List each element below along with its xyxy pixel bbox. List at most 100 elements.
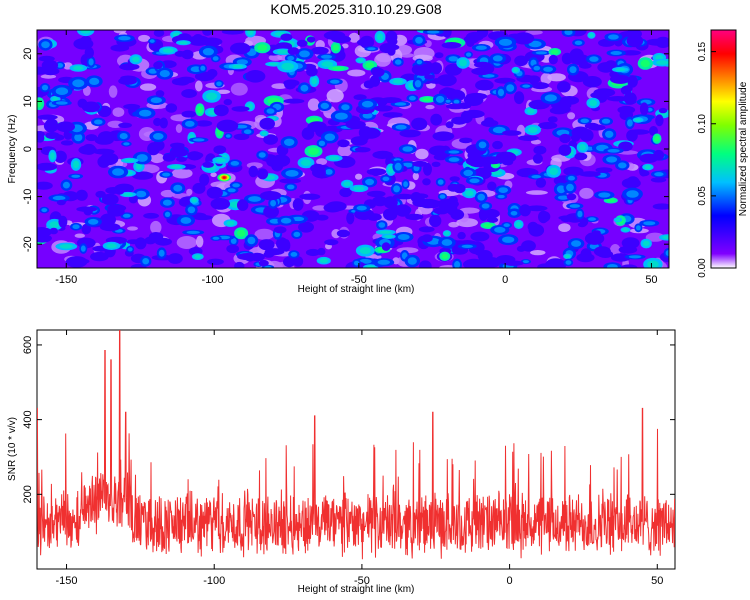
spectrogram-cell bbox=[665, 250, 669, 256]
snr-x-label: Height of straight line (km) bbox=[298, 584, 415, 595]
x-tick-label: 0 bbox=[507, 575, 513, 587]
spectrogram-cell bbox=[515, 221, 522, 228]
spectrogram-cell bbox=[254, 228, 275, 240]
spectrogram-cell bbox=[123, 142, 130, 146]
spectrogram-cell bbox=[40, 74, 57, 79]
spectrogram-cell bbox=[526, 190, 548, 195]
spectrogram-cell bbox=[225, 134, 231, 138]
spectrogram-cell bbox=[463, 169, 474, 177]
colorbar-tick-label: 0.10 bbox=[697, 114, 708, 134]
spectrogram-cell bbox=[415, 36, 423, 44]
spectrogram-cell bbox=[499, 38, 512, 46]
spectrogram-cell bbox=[662, 235, 669, 240]
spectrogram-cell bbox=[382, 44, 400, 51]
spectrogram-cell bbox=[112, 168, 125, 176]
spectrogram-cell bbox=[354, 147, 371, 153]
spectrogram-cell bbox=[276, 49, 290, 54]
spectrogram-cell bbox=[132, 171, 154, 180]
spectrogram-cell bbox=[164, 211, 171, 217]
spectrogram-cell bbox=[548, 54, 558, 65]
spectrogram-cell bbox=[84, 46, 95, 59]
spectrogram-cell bbox=[605, 60, 617, 70]
spectrogram-cell bbox=[622, 228, 629, 232]
spectrogram-cell bbox=[414, 80, 422, 88]
spectrogram-cell bbox=[494, 226, 506, 233]
spectrogram-cell bbox=[626, 34, 644, 48]
spectrogram-cell bbox=[207, 68, 218, 78]
spectrogram-cell bbox=[321, 61, 334, 68]
spectrogram-cell bbox=[636, 225, 641, 231]
spectrogram-cell bbox=[411, 117, 428, 131]
spectrogram-cell bbox=[469, 178, 480, 183]
x-tick-label: 0 bbox=[502, 274, 508, 286]
spectrogram-cell bbox=[257, 168, 269, 180]
spectrogram-cell bbox=[611, 75, 624, 83]
spectrogram-cell bbox=[55, 87, 69, 95]
spectrogram-cell bbox=[37, 131, 45, 138]
spectrogram-cell bbox=[357, 58, 364, 63]
spectrogram-cell bbox=[558, 215, 577, 221]
spectrogram-cell bbox=[283, 256, 296, 268]
spectrogram-cell bbox=[656, 60, 669, 65]
spectrogram-cell bbox=[444, 63, 462, 76]
spectrogram-cell bbox=[366, 168, 387, 176]
spectrogram-cell bbox=[457, 231, 466, 240]
spectrogram-cell bbox=[512, 32, 535, 45]
spectrogram-cell bbox=[202, 48, 214, 56]
spectrogram-cell bbox=[270, 199, 276, 207]
spectrogram-cell bbox=[287, 47, 300, 55]
spectrogram-cell bbox=[216, 119, 239, 133]
spectrogram-cell bbox=[124, 158, 135, 163]
spectrogram-cell bbox=[640, 59, 650, 68]
spectrogram-cell bbox=[547, 73, 566, 82]
spectrogram-cell bbox=[486, 217, 499, 223]
spectrogram-cell bbox=[381, 242, 391, 251]
spectrogram-cell bbox=[654, 135, 660, 142]
spectrogram-cell bbox=[429, 214, 442, 228]
spectrogram-cell bbox=[448, 150, 460, 154]
spectrogram-cell bbox=[248, 196, 261, 202]
spectrogram-cell bbox=[258, 152, 266, 158]
spectrogram-cell bbox=[620, 264, 638, 268]
spectrogram-cell bbox=[621, 178, 641, 189]
spectrogram-cell bbox=[652, 203, 669, 210]
spectrogram-cell bbox=[233, 133, 250, 140]
spectrogram-cell bbox=[623, 92, 637, 105]
spectrogram-cell bbox=[453, 99, 460, 104]
spectrogram-cell bbox=[577, 210, 583, 218]
spectrogram-cell bbox=[160, 189, 176, 198]
spectrogram-cell bbox=[230, 238, 237, 244]
spectrogram-cell bbox=[530, 139, 542, 145]
spectrogram-cell bbox=[621, 237, 640, 249]
spectrogram-cell bbox=[367, 190, 386, 198]
spectrogram-cell bbox=[514, 91, 525, 105]
spectrogram-cell bbox=[448, 157, 460, 162]
spectrogram-cell bbox=[416, 60, 423, 65]
spectrogram-cell bbox=[286, 184, 295, 190]
spectrogram-cell bbox=[649, 126, 658, 136]
spectrogram-cell bbox=[426, 30, 440, 34]
spectrogram-cell bbox=[226, 244, 240, 254]
spectrogram-cell bbox=[579, 187, 594, 199]
spectrogram-cell bbox=[345, 120, 366, 130]
spectrogram-cell bbox=[139, 109, 152, 117]
spectrogram-cell bbox=[281, 62, 295, 71]
spectrogram-cell bbox=[149, 153, 165, 164]
spectrogram-cell bbox=[474, 61, 492, 68]
spectrogram-cell bbox=[465, 156, 485, 166]
y-tick-label: 600 bbox=[22, 336, 34, 354]
spectrogram-cell bbox=[355, 173, 363, 180]
spectrogram-cell bbox=[247, 236, 256, 245]
spectrogram-cell bbox=[557, 195, 569, 200]
spectrogram-cell bbox=[415, 148, 429, 160]
spectrogram-cell bbox=[331, 35, 351, 44]
spectrogram-cell bbox=[446, 203, 458, 216]
spectrogram-cell bbox=[359, 35, 375, 49]
spectrogram-cell bbox=[337, 144, 353, 157]
y-tick-label: 0 bbox=[22, 146, 34, 152]
spectrogram-cell bbox=[266, 108, 275, 114]
y-tick-label: -20 bbox=[22, 236, 34, 252]
spectrogram-cell bbox=[259, 117, 276, 130]
spectrogram-cell bbox=[407, 257, 417, 265]
